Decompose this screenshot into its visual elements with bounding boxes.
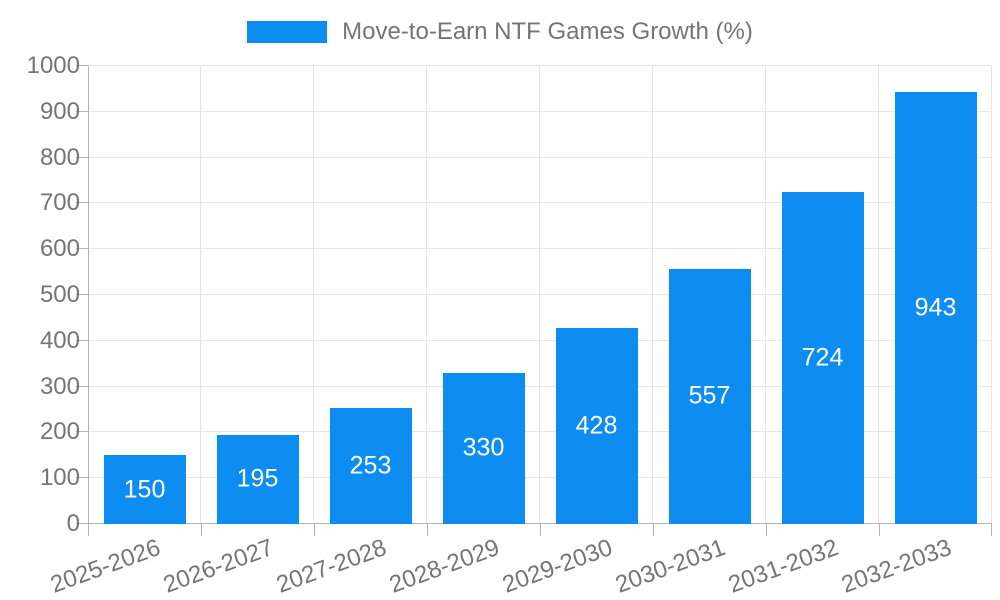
x-axis-tick — [879, 524, 880, 536]
y-axis-tick-label: 500 — [39, 281, 80, 308]
y-axis-tick-label: 700 — [39, 189, 80, 217]
gridline-vertical — [539, 66, 540, 524]
gridline-vertical — [652, 66, 653, 524]
bar: 943 — [894, 92, 977, 524]
gridline-horizontal — [88, 156, 992, 158]
y-axis-tick — [76, 294, 88, 295]
gridline-horizontal — [88, 65, 992, 66]
legend-swatch — [247, 21, 328, 43]
y-axis-tick-label: 400 — [39, 326, 80, 354]
y-axis-tick — [76, 248, 88, 250]
y-axis-tick — [76, 523, 88, 524]
y-axis-tick-label: 1000 — [26, 52, 80, 79]
y-axis-tick — [76, 110, 88, 112]
x-axis-tick — [201, 524, 202, 536]
gridline-horizontal — [88, 385, 992, 387]
bar-value-label: 330 — [462, 433, 505, 462]
y-axis-line — [88, 66, 89, 524]
gridline-horizontal — [88, 339, 992, 341]
bar: 195 — [216, 434, 299, 524]
y-axis-tick — [76, 477, 88, 479]
bar: 150 — [103, 455, 186, 524]
y-axis-tick-label: 800 — [39, 143, 80, 171]
bar-value-label: 428 — [575, 411, 618, 440]
bar-value-label: 150 — [123, 475, 166, 504]
gridline-vertical — [200, 66, 201, 524]
chart-legend: Move-to-Earn NTF Games Growth (%) — [0, 18, 1000, 46]
gridline-horizontal — [88, 248, 992, 250]
gridline-horizontal — [88, 110, 992, 112]
y-axis-tick-label: 600 — [39, 235, 80, 263]
y-axis-tick — [76, 156, 88, 158]
y-axis-tick-label: 300 — [39, 372, 80, 400]
x-axis-tick — [88, 524, 89, 536]
bar: 330 — [442, 372, 525, 524]
bar: 428 — [555, 327, 638, 524]
gridline-horizontal — [88, 294, 992, 295]
x-axis-category-label: 2025-2026 — [46, 534, 164, 599]
bar-value-label: 253 — [349, 451, 392, 480]
bar: 557 — [668, 268, 751, 524]
gridline-vertical — [991, 66, 992, 524]
y-axis-tick-label: 200 — [39, 418, 80, 446]
bar-value-label: 557 — [688, 381, 731, 410]
x-axis-category-label: 2029-2030 — [498, 534, 616, 599]
x-axis-tick — [653, 524, 654, 536]
y-axis-tick-label: 900 — [39, 97, 80, 125]
gridline-horizontal — [88, 477, 992, 479]
gridline-vertical — [878, 66, 879, 524]
bar-value-label: 943 — [914, 293, 957, 322]
bar-value-label: 724 — [801, 343, 844, 372]
y-axis-tick-label: 0 — [66, 510, 80, 537]
x-axis-category-label: 2027-2028 — [272, 534, 390, 599]
x-axis-category-label: 2030-2031 — [611, 534, 729, 599]
plot-area: 150 195 253 330 428 557 724 943 — [76, 65, 992, 536]
y-axis-tick — [76, 339, 88, 341]
legend-label: Move-to-Earn NTF Games Growth (%) — [342, 18, 753, 45]
x-axis-tick — [427, 524, 428, 536]
y-axis-tick — [76, 65, 88, 66]
gridline-horizontal — [88, 202, 992, 204]
gridline-vertical — [765, 66, 766, 524]
gridline-horizontal — [88, 431, 992, 433]
bar: 253 — [329, 408, 412, 524]
x-axis-tick — [314, 524, 315, 536]
gridline-vertical — [426, 66, 427, 524]
x-axis-category-label: 2026-2027 — [159, 534, 277, 599]
x-axis-category-label: 2028-2029 — [385, 534, 503, 599]
gridline-vertical — [313, 66, 314, 524]
y-axis-tick — [76, 385, 88, 387]
y-axis-tick — [76, 202, 88, 204]
bar-value-label: 195 — [236, 464, 279, 493]
x-axis-category-label: 2031-2032 — [724, 534, 842, 599]
y-axis-tick-label: 100 — [39, 464, 80, 492]
x-axis-line — [88, 523, 992, 524]
x-axis-tick — [540, 524, 541, 536]
x-axis-category-label: 2032-2033 — [837, 534, 955, 599]
bar: 724 — [781, 192, 864, 524]
y-axis-tick — [76, 431, 88, 433]
x-axis-tick — [766, 524, 767, 536]
x-axis-tick — [991, 524, 992, 536]
